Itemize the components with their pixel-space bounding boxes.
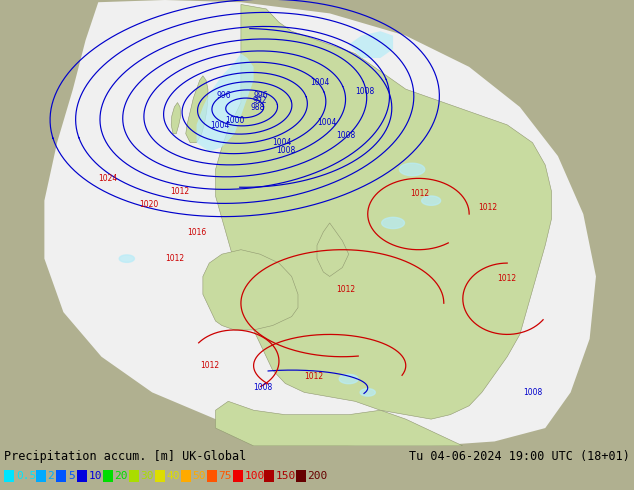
Text: 996: 996: [254, 91, 268, 100]
Polygon shape: [422, 196, 441, 205]
Polygon shape: [216, 4, 552, 419]
Text: 20: 20: [115, 471, 128, 481]
Text: 1016: 1016: [187, 228, 206, 237]
Polygon shape: [119, 255, 134, 262]
Text: 50: 50: [193, 471, 206, 481]
Text: 1004: 1004: [273, 138, 292, 147]
Bar: [77, 470, 86, 482]
Bar: [4, 470, 14, 482]
Bar: [207, 470, 216, 482]
Text: 1012: 1012: [479, 202, 498, 212]
Bar: [264, 470, 274, 482]
Polygon shape: [197, 53, 254, 151]
Text: Precipitation accum. [m] UK-Global: Precipitation accum. [m] UK-Global: [4, 450, 246, 463]
Polygon shape: [186, 76, 208, 143]
Polygon shape: [360, 389, 375, 396]
Polygon shape: [44, 0, 596, 446]
Bar: [233, 470, 242, 482]
Text: 1008: 1008: [355, 87, 374, 96]
Text: 150: 150: [276, 471, 296, 481]
Text: 1004: 1004: [311, 78, 330, 87]
Polygon shape: [171, 102, 181, 134]
Text: 1004: 1004: [317, 118, 337, 127]
Polygon shape: [339, 374, 358, 384]
Text: 10: 10: [89, 471, 102, 481]
Text: 40: 40: [167, 471, 180, 481]
Text: 1008: 1008: [276, 146, 295, 155]
Text: 2: 2: [48, 471, 55, 481]
Bar: [103, 470, 112, 482]
Text: 1012: 1012: [165, 254, 184, 263]
Bar: [295, 470, 306, 482]
Bar: [155, 470, 164, 482]
Text: 1012: 1012: [410, 189, 429, 198]
Text: 1008: 1008: [254, 383, 273, 392]
Text: 988: 988: [250, 102, 265, 112]
Text: 1012: 1012: [304, 372, 323, 381]
Text: 1008: 1008: [523, 388, 542, 396]
Text: 30: 30: [141, 471, 154, 481]
Text: 1008: 1008: [336, 131, 355, 140]
Polygon shape: [216, 401, 463, 446]
Polygon shape: [399, 163, 425, 176]
Polygon shape: [317, 223, 349, 276]
Text: 1012: 1012: [498, 274, 517, 283]
Text: 992: 992: [252, 96, 267, 105]
Bar: [129, 470, 138, 482]
Text: 5: 5: [68, 471, 75, 481]
Bar: [36, 470, 46, 482]
Text: 1012: 1012: [336, 285, 355, 294]
Text: 1024: 1024: [98, 173, 117, 183]
Text: 1012: 1012: [200, 361, 219, 370]
Text: Tu 04-06-2024 19:00 UTC (18+01): Tu 04-06-2024 19:00 UTC (18+01): [409, 450, 630, 463]
Text: 0.5: 0.5: [16, 471, 36, 481]
Polygon shape: [203, 250, 298, 330]
Bar: [56, 470, 66, 482]
Polygon shape: [382, 218, 404, 228]
Text: 1000: 1000: [225, 116, 245, 125]
Text: 200: 200: [307, 471, 328, 481]
Text: 100: 100: [245, 471, 265, 481]
Text: 75: 75: [219, 471, 232, 481]
Text: 1012: 1012: [170, 187, 189, 196]
Polygon shape: [349, 31, 393, 58]
Text: 996: 996: [217, 91, 231, 100]
Bar: [181, 470, 190, 482]
Text: 1004: 1004: [210, 121, 230, 130]
Text: 1020: 1020: [139, 200, 158, 209]
